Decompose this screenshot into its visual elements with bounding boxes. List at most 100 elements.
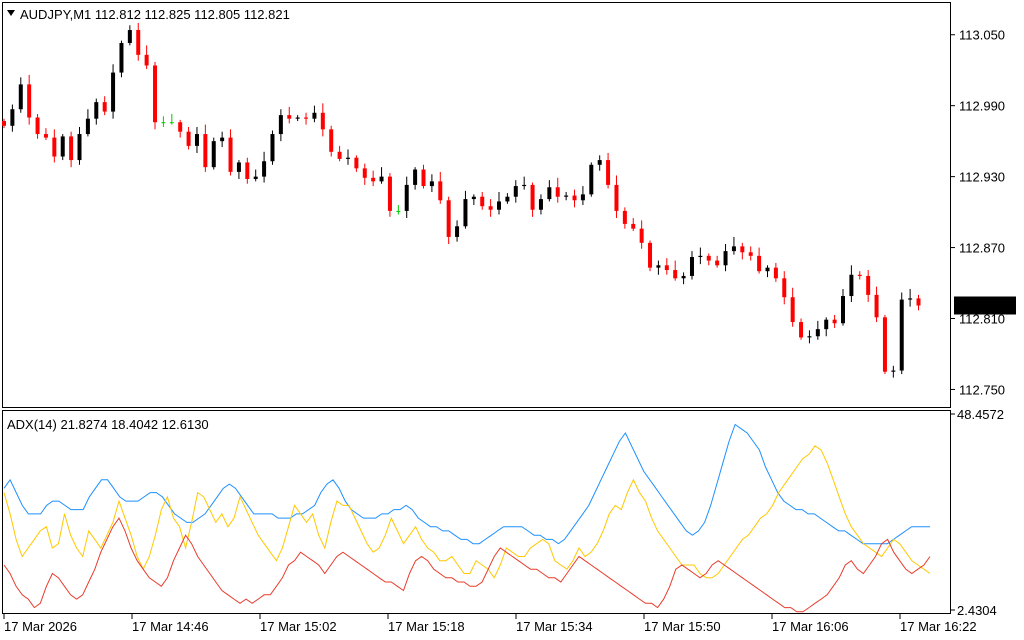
time-tick-label: 17 Mar 16:22 <box>900 619 977 634</box>
candle-body <box>622 210 627 224</box>
candle-body <box>497 201 502 210</box>
candle-body <box>111 72 116 112</box>
candle-body <box>60 136 65 157</box>
candle-body <box>270 134 275 162</box>
candle-body <box>731 246 736 252</box>
candle-body <box>589 164 594 195</box>
candle-body <box>127 30 132 44</box>
price-axis: 113.050 112.990 112.930 112.870 112.810 112.7… <box>951 28 1005 397</box>
current-price-tag: 112.821 <box>954 296 1016 315</box>
candle-body <box>799 322 804 338</box>
candle-body <box>656 265 661 268</box>
candle-body <box>102 102 107 112</box>
candle-body <box>866 275 871 295</box>
candle-body <box>262 161 267 177</box>
candle-body <box>345 157 350 159</box>
candle-body <box>513 186 518 197</box>
candle-body <box>908 298 913 300</box>
candle-body <box>2 121 6 126</box>
candle-body <box>413 169 418 185</box>
candle-body <box>723 251 728 266</box>
time-tick-label: 17 Mar 15:02 <box>260 619 337 634</box>
candle-body <box>874 294 879 318</box>
minus-di-line <box>3 517 931 613</box>
candle-body <box>354 157 359 169</box>
candle-body <box>673 270 678 279</box>
time-tick-label: 17 Mar 15:34 <box>516 619 593 634</box>
candle-body <box>488 206 493 210</box>
candle-body <box>211 141 216 168</box>
indicator-window-frame <box>2 410 951 614</box>
candle-body <box>782 278 787 298</box>
candle-body <box>538 199 543 210</box>
candle-body <box>740 246 745 253</box>
candle-body <box>94 102 99 119</box>
candle-body <box>664 265 669 271</box>
time-tick-label: 17 Mar 15:50 <box>644 619 721 634</box>
adx-tick-label: 2.4304 <box>957 603 997 618</box>
candle-body <box>27 84 32 118</box>
candle-body <box>253 176 258 179</box>
candle-body <box>522 184 527 187</box>
candle-body <box>304 117 309 119</box>
time-tick-label: 17 Mar 2026 <box>4 619 77 634</box>
current-price-tag-label: 112.821 <box>958 299 1004 314</box>
candle-body <box>220 137 225 142</box>
candle-body <box>320 112 325 130</box>
candle-body <box>547 187 552 200</box>
candle-body <box>773 267 778 279</box>
adx-tick-label: 48.4572 <box>957 407 1004 422</box>
candle-body <box>421 169 426 187</box>
candle-body <box>715 260 720 266</box>
candle-body <box>387 176 392 211</box>
candle-body <box>698 255 703 258</box>
candle-body <box>85 118 90 135</box>
candle-body <box>278 115 283 135</box>
candle-body <box>614 184 619 211</box>
candle-body <box>916 298 921 306</box>
candle-body <box>35 117 40 135</box>
candle-body <box>815 329 820 337</box>
adx-lines-layer <box>3 423 931 613</box>
candle-body <box>765 267 770 272</box>
candle-body <box>689 257 694 276</box>
price-tick-label: 112.990 <box>959 99 1005 114</box>
candle-body <box>329 129 334 152</box>
candle-body <box>429 181 434 187</box>
collapse-triangle-icon[interactable] <box>7 10 15 16</box>
candle-body <box>52 137 57 157</box>
candle-body <box>757 255 762 272</box>
candle-body <box>882 317 887 372</box>
price-tick-label: 112.870 <box>959 241 1005 256</box>
candle-body <box>446 200 451 237</box>
candle-body <box>706 255 711 261</box>
candle-body <box>69 136 74 161</box>
candle-body <box>362 168 367 178</box>
candle-body <box>606 160 611 185</box>
candle-body <box>471 196 476 200</box>
candle-body <box>43 134 48 138</box>
candle-body <box>748 252 753 256</box>
candle-body <box>287 115 292 119</box>
current-price-tag-background <box>954 296 1016 315</box>
plus-di-line <box>3 445 931 579</box>
time-tick-label: 17 Mar 14:46 <box>132 619 209 634</box>
candle-body <box>891 370 896 372</box>
indicator-info: ADX(14) 21.8274 18.4042 12.6130 <box>7 417 209 432</box>
price-tick-label: 113.050 <box>959 28 1005 43</box>
candle-body <box>404 184 409 211</box>
candle-body <box>153 65 158 123</box>
time-tick-label: 17 Mar 15:18 <box>388 619 465 634</box>
candle-body <box>639 228 644 243</box>
candle-body <box>631 223 636 229</box>
candle-body <box>681 275 686 279</box>
candle-body <box>18 84 23 110</box>
price-tick-label: 112.930 <box>959 170 1005 185</box>
candle-body <box>480 196 485 207</box>
candle-body <box>572 195 577 201</box>
price-window-frame <box>2 2 951 408</box>
candle-body <box>857 274 862 276</box>
candle-body <box>10 109 15 126</box>
candle-body <box>337 151 342 159</box>
